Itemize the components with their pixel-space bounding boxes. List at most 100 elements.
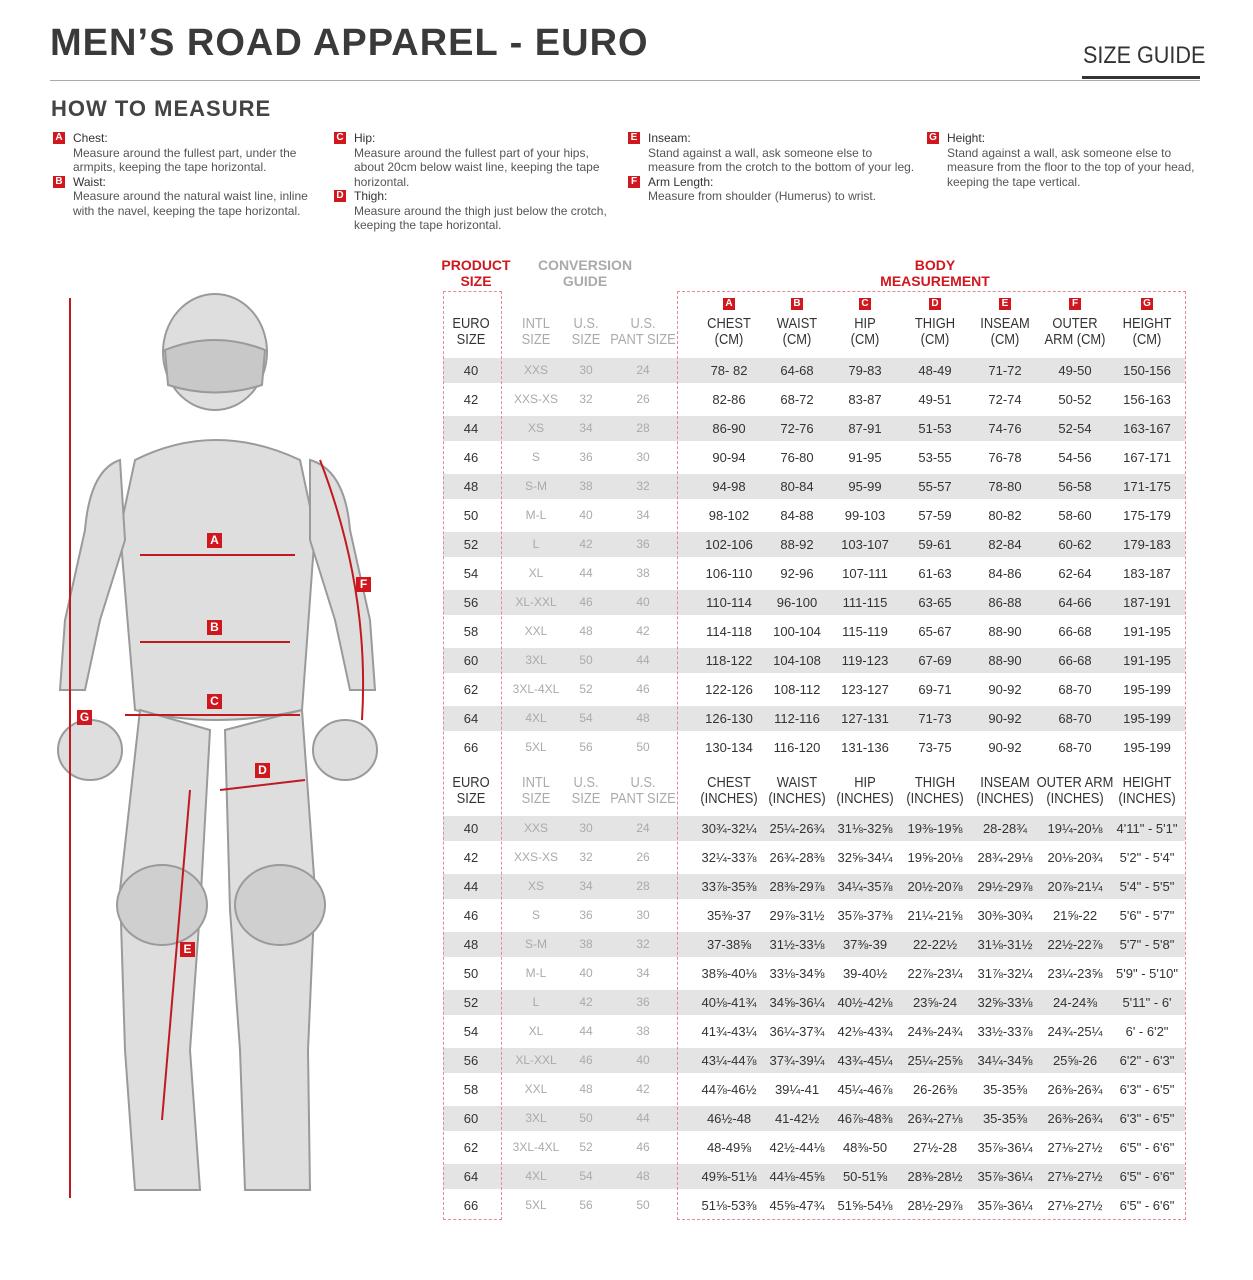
- column-header: OUTER ARM (CM): [1044, 315, 1106, 348]
- table-cell: 66-68: [1058, 653, 1092, 668]
- table-cell: 26⅜-26¾: [1047, 1082, 1103, 1097]
- table-cell: 46: [463, 450, 479, 465]
- table-cell: 59-61: [918, 537, 952, 552]
- table-cell: 6'5" - 6'6": [1119, 1140, 1175, 1155]
- instruction-inseam: E Inseam: Stand against a wall, ask someon…: [628, 131, 920, 175]
- table-cell: 88-90: [988, 653, 1022, 668]
- table-cell: 37-38⅝: [706, 937, 752, 952]
- instruction-column: C Hip: Measure around the fullest part of …: [334, 131, 622, 233]
- instruction-waist: B Waist: Measure around the natural waist …: [53, 175, 328, 219]
- table-cell: 31⅞-32¼: [977, 966, 1033, 981]
- table-cell: 62: [463, 1140, 479, 1155]
- table-cell: 60-62: [1058, 537, 1092, 552]
- row-stripe: [443, 532, 1185, 557]
- table-cell: 48-49: [918, 363, 952, 378]
- table-cell: XXS-XS: [513, 850, 559, 864]
- table-cell: 23¼-23⅝: [1047, 966, 1103, 981]
- table-cell: 86-90: [712, 421, 746, 436]
- table-cell: 114-118: [706, 624, 752, 639]
- body-measurement-heading: BODY MEASUREMENT: [880, 257, 990, 289]
- table-cell: 131-136: [841, 740, 889, 755]
- row-stripe: [443, 1164, 1185, 1189]
- table-cell: 111-115: [842, 595, 888, 610]
- column-header: WAIST (INCHES): [768, 774, 826, 807]
- table-cell: 5'11" - 6': [1122, 995, 1172, 1010]
- table-cell: 34: [636, 966, 650, 980]
- table-cell: 72-74: [988, 392, 1022, 407]
- letter-badge: A: [53, 132, 65, 145]
- table-cell: 24-24⅜: [1052, 995, 1098, 1010]
- body-measurement-border: [677, 291, 1186, 1220]
- column-header: U.S. SIZE: [571, 774, 601, 807]
- page-title: MEN’S ROAD APPAREL - EURO: [50, 22, 649, 64]
- how-to-measure-heading: HOW TO MEASURE: [51, 96, 272, 121]
- instruction-label: Inseam:: [648, 131, 691, 145]
- table-cell: 115-119: [842, 624, 888, 639]
- table-cell: 40: [636, 595, 650, 609]
- table-cell: 64-66: [1058, 595, 1092, 610]
- table-cell: 50: [463, 966, 479, 981]
- column-header: THIGH (INCHES): [906, 774, 964, 807]
- table-cell: 69-71: [918, 682, 952, 697]
- table-cell: 112-116: [774, 711, 820, 726]
- table-cell: 42: [463, 392, 479, 407]
- table-cell: 44: [636, 1111, 650, 1125]
- column-header: CHEST (CM): [707, 315, 751, 348]
- table-cell: 123-127: [841, 682, 889, 697]
- table-cell: 3XL: [525, 1111, 547, 1125]
- letter-badge: D: [334, 190, 346, 203]
- table-cell: 26-26⅜: [912, 1082, 958, 1097]
- table-cell: 30: [579, 363, 593, 377]
- marker-g: G: [77, 710, 92, 725]
- table-cell: 156-163: [1123, 392, 1171, 407]
- table-cell: 87-91: [848, 421, 882, 436]
- table-cell: 43¼-44⅞: [701, 1053, 757, 1068]
- table-cell: 44⅛-45⅝: [769, 1169, 825, 1184]
- table-cell: 34: [579, 421, 593, 435]
- table-cell: 195-199: [1123, 740, 1171, 755]
- table-cell: 195-199: [1123, 711, 1171, 726]
- table-cell: 34: [636, 508, 650, 522]
- table-cell: 32: [636, 937, 650, 951]
- table-cell: 183-187: [1123, 566, 1171, 581]
- table-cell: 42: [579, 995, 593, 1009]
- table-cell: 46½-48: [706, 1111, 752, 1126]
- table-cell: 48: [636, 711, 650, 725]
- table-cell: 52: [579, 682, 593, 696]
- table-cell: 42½-44⅛: [769, 1140, 825, 1155]
- table-cell: 38: [579, 937, 593, 951]
- table-cell: 110-114: [706, 595, 752, 610]
- table-cell: 48: [463, 479, 479, 494]
- instruction-armlength: F Arm Length: Measure from shoulder (Humer…: [628, 175, 920, 204]
- table-cell: 30: [579, 821, 593, 835]
- column-header: HIP (CM): [850, 315, 880, 348]
- table-cell: 32: [636, 479, 650, 493]
- table-cell: 35⅞-36¼: [977, 1140, 1033, 1155]
- conversion-guide-heading: CONVERSION GUIDE: [537, 257, 633, 289]
- table-cell: 40⅛-41¾: [701, 995, 757, 1010]
- table-cell: 26¾-28⅜: [769, 850, 825, 865]
- column-header: HEIGHT (INCHES): [1118, 774, 1176, 807]
- table-cell: 37⅜-39: [842, 937, 888, 952]
- table-cell: 36: [636, 537, 650, 551]
- table-cell: 50: [579, 653, 593, 667]
- table-cell: 46: [579, 595, 593, 609]
- table-cell: 65-67: [918, 624, 952, 639]
- table-cell: 62: [463, 682, 479, 697]
- table-cell: 34⅝-36¼: [769, 995, 825, 1010]
- table-cell: 104-108: [773, 653, 821, 668]
- table-cell: 116-120: [773, 740, 821, 755]
- table-cell: S-M: [525, 937, 547, 951]
- table-cell: 40: [579, 966, 593, 980]
- instruction-column: A Chest: Measure around the fullest part, …: [53, 131, 328, 218]
- table-cell: 54: [463, 566, 479, 581]
- table-cell: 19⅜-19⅝: [907, 821, 963, 836]
- column-header: HIP (INCHES): [836, 774, 894, 807]
- table-cell: 5XL: [525, 1198, 547, 1212]
- table-cell: 41-42½: [774, 1111, 820, 1126]
- table-cell: 42: [636, 624, 650, 638]
- table-cell: 36: [636, 995, 650, 1009]
- table-cell: 84-88: [780, 508, 814, 523]
- table-cell: 80-82: [988, 508, 1022, 523]
- table-cell: 44: [579, 566, 593, 580]
